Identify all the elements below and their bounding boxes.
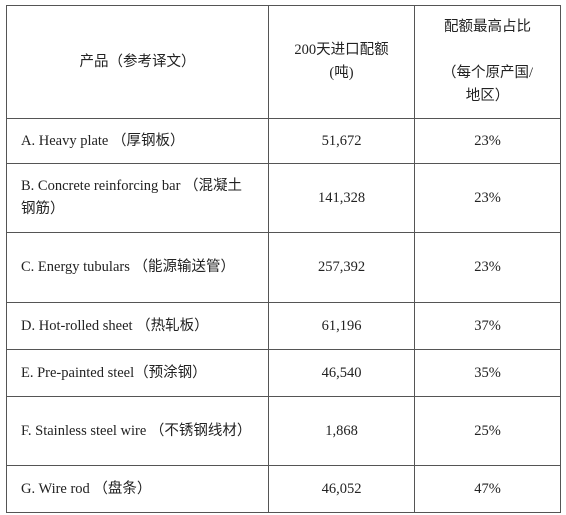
table-cell: 25%: [414, 396, 561, 466]
table-row: F. Stainless steel wire （不锈钢线材） 1,868 25%: [6, 396, 561, 466]
table-cell: G. Wire rod （盘条）: [6, 465, 269, 513]
table-cell: 23%: [414, 232, 561, 303]
table-row: B. Concrete reinforcing bar （混凝土钢筋） 141,3…: [6, 163, 561, 233]
table-row: A. Heavy plate （厚钢板） 51,672 23%: [6, 118, 561, 164]
header-cell: 产品（参考译文）: [6, 5, 269, 119]
header-cell: 200天进口配额 (吨): [268, 5, 415, 119]
header-text: 200天进口配额: [294, 42, 389, 58]
table-cell: 1,868: [268, 396, 415, 466]
table-cell: B. Concrete reinforcing bar （混凝土钢筋）: [6, 163, 269, 233]
header-text: 地区）: [465, 88, 510, 104]
table-cell: E. Pre-painted steel（预涂钢）: [6, 349, 269, 397]
table-cell: A. Heavy plate （厚钢板）: [6, 118, 269, 164]
table-cell: 46,052: [268, 465, 415, 513]
table-row: G. Wire rod （盘条） 46,052 47%: [6, 465, 561, 513]
header-row: 产品（参考译文） 200天进口配额 (吨) 配额最高占比 （每个原产国/地区）: [6, 5, 561, 119]
header-text: 产品（参考译文）: [79, 53, 196, 70]
header-text: 配额最高占比: [444, 19, 531, 35]
table-cell: 37%: [414, 302, 561, 350]
header-cell: 配额最高占比 （每个原产国/地区）: [414, 5, 561, 119]
table-cell: 47%: [414, 465, 561, 513]
table-row: D. Hot-rolled sheet （热轧板） 61,196 37%: [6, 302, 561, 350]
table-cell: 35%: [414, 349, 561, 397]
table-cell: 141,328: [268, 163, 415, 233]
table-cell: 51,672: [268, 118, 415, 164]
table-cell: 23%: [414, 163, 561, 233]
table-cell: 257,392: [268, 232, 415, 303]
table-cell: C. Energy tubulars （能源输送管）: [6, 232, 269, 303]
header-text: （每个原产国/: [441, 65, 534, 81]
quota-table: 产品（参考译文） 200天进口配额 (吨) 配额最高占比 （每个原产国/地区） A. H…: [6, 5, 561, 513]
table-cell: 23%: [414, 118, 561, 164]
table-row: E. Pre-painted steel（预涂钢） 46,540 35%: [6, 349, 561, 397]
table-cell: 46,540: [268, 349, 415, 397]
table-cell: 61,196: [268, 302, 415, 350]
spacer: [429, 39, 546, 62]
header-text: (吨): [329, 65, 354, 81]
table-cell: F. Stainless steel wire （不锈钢线材）: [6, 396, 269, 466]
table-cell: D. Hot-rolled sheet （热轧板）: [6, 302, 269, 350]
table-body: A. Heavy plate （厚钢板） 51,672 23% B. Concrete…: [6, 118, 561, 513]
table-row: C. Energy tubulars （能源输送管） 257,392 23%: [6, 232, 561, 303]
